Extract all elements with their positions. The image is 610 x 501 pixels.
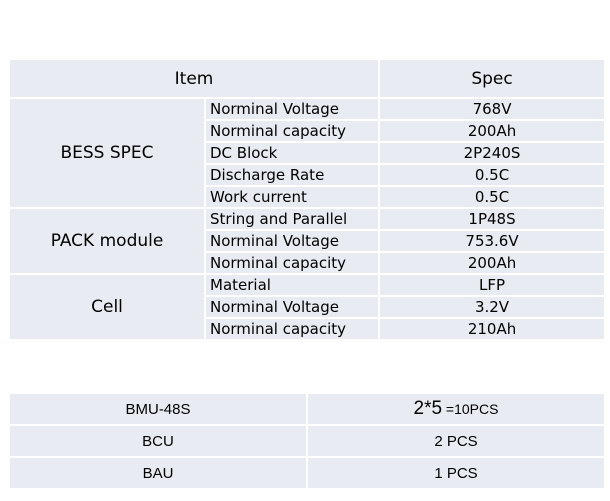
param-value: 1P48S	[378, 207, 607, 231]
param-label: DC Block	[203, 141, 381, 165]
table-row: Discharge Rate 0.5C	[9, 163, 607, 187]
table-row: BMU-48S 2*5 =10PCS	[8, 392, 606, 426]
spec-table: Item Spec BESS SPEC Norminal Voltage 768…	[7, 58, 607, 341]
group-label-cell: Cell	[8, 273, 206, 341]
param-label: Norminal capacity	[203, 119, 381, 143]
table-row: Norminal Voltage 753.6V	[9, 229, 607, 253]
param-label: Discharge Rate	[203, 163, 381, 187]
bom-item-name: BMU-48S	[8, 392, 308, 426]
param-label: String and Parallel	[203, 207, 381, 231]
param-label: Norminal Voltage	[203, 97, 381, 121]
group-label-pack-module: PACK module	[8, 207, 206, 275]
param-label: Norminal capacity	[203, 251, 381, 275]
param-value: 210Ah	[378, 317, 607, 341]
param-value: 0.5C	[378, 163, 607, 187]
table-row: BAU 1 PCS	[8, 456, 606, 490]
table-row: BESS SPEC Norminal Voltage 768V	[8, 97, 607, 209]
spec-header: Spec	[378, 58, 607, 99]
table-row: Norminal capacity 200Ah	[9, 119, 607, 143]
param-value: 753.6V	[378, 229, 607, 253]
table-row: Work current 0.5C	[9, 185, 607, 209]
param-value: LFP	[378, 273, 607, 297]
bom-item-name: BAU	[8, 456, 308, 490]
spec-header-row: Item Spec	[7, 58, 607, 99]
table-row: Norminal capacity 200Ah	[9, 251, 607, 275]
bom-item-qty: 2 PCS	[306, 424, 606, 458]
param-value: 2P240S	[378, 141, 607, 165]
bom-item-name: BCU	[8, 424, 308, 458]
table-row: Cell Material LFP	[8, 273, 607, 341]
param-value: 0.5C	[378, 185, 607, 209]
item-header: Item	[7, 58, 381, 99]
bom-qty-suffix: =10PCS	[442, 401, 499, 417]
param-value: 3.2V	[378, 295, 607, 319]
param-label: Norminal capacity	[203, 317, 381, 341]
param-label: Work current	[203, 185, 381, 209]
bom-qty-main: 2*5	[413, 398, 443, 419]
table-row: PACK module String and Parallel 1P48S	[8, 207, 607, 275]
param-value: 200Ah	[378, 251, 607, 275]
group-label-bess-spec: BESS SPEC	[8, 97, 206, 209]
param-label: Norminal Voltage	[203, 295, 381, 319]
bom-item-qty: 2*5 =10PCS	[306, 392, 606, 426]
param-value: 768V	[378, 97, 607, 121]
param-label: Material	[203, 273, 381, 297]
table-row: BCU 2 PCS	[8, 424, 606, 458]
table-row: Norminal capacity 210Ah	[9, 317, 607, 341]
table-row: Norminal Voltage 3.2V	[9, 295, 607, 319]
bom-item-qty: 1 PCS	[306, 456, 606, 490]
param-label: Norminal Voltage	[203, 229, 381, 253]
param-value: 200Ah	[378, 119, 607, 143]
bom-table: BMU-48S 2*5 =10PCS BCU 2 PCS BAU 1 PCS	[8, 392, 606, 490]
table-row: DC Block 2P240S	[9, 141, 607, 165]
